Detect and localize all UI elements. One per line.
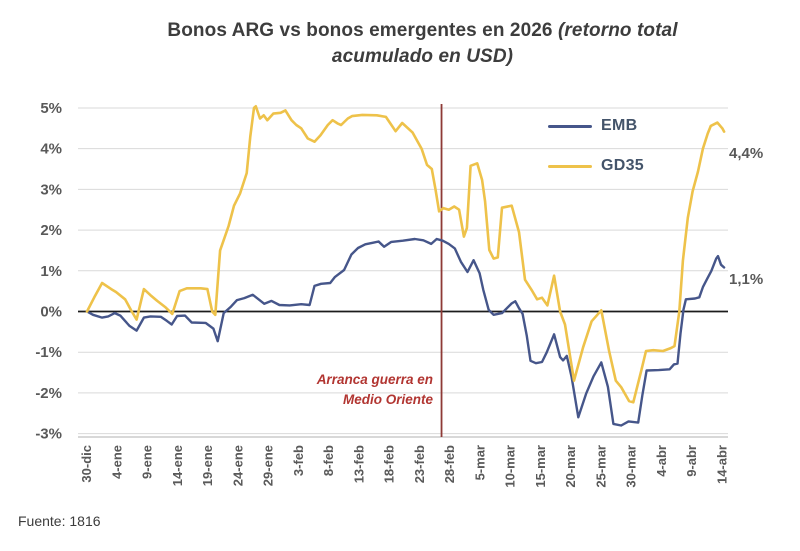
svg-text:9-ene: 9-ene	[140, 445, 155, 479]
svg-text:-3%: -3%	[35, 426, 62, 443]
source-note: Fuente: 1816	[18, 513, 101, 529]
svg-text:30-mar: 30-mar	[624, 445, 639, 488]
emb-end-value-label: 1,1%	[729, 271, 764, 288]
svg-text:28-feb: 28-feb	[442, 445, 457, 483]
svg-text:2%: 2%	[40, 222, 62, 239]
war-annotation-line2: Medio Oriente	[342, 392, 433, 407]
svg-text:0%: 0%	[40, 304, 62, 321]
gd35-line-swatch	[548, 164, 592, 168]
svg-text:5-mar: 5-mar	[472, 445, 487, 480]
svg-text:23-feb: 23-feb	[412, 445, 427, 483]
chart-title: Bonos ARG vs bonos emergentes en 2026 (r…	[50, 18, 795, 70]
svg-text:-1%: -1%	[35, 344, 62, 361]
legend-item-emb: EMB	[548, 117, 637, 135]
svg-text:18-feb: 18-feb	[382, 445, 397, 483]
svg-text:24-ene: 24-ene	[230, 445, 245, 486]
svg-text:1%: 1%	[40, 263, 62, 280]
legend-item-gd35: GD35	[548, 157, 644, 175]
svg-text:5%: 5%	[40, 100, 62, 117]
svg-text:3-feb: 3-feb	[291, 445, 306, 476]
svg-text:14-ene: 14-ene	[170, 445, 185, 486]
legend-label-emb: EMB	[601, 117, 638, 134]
svg-text:4%: 4%	[40, 141, 62, 158]
svg-text:-2%: -2%	[35, 385, 62, 402]
svg-text:15-mar: 15-mar	[533, 445, 548, 488]
svg-text:10-mar: 10-mar	[503, 445, 518, 488]
svg-text:25-mar: 25-mar	[593, 445, 608, 488]
svg-text:30-dic: 30-dic	[79, 445, 94, 483]
svg-text:29-ene: 29-ene	[261, 445, 276, 486]
war-annotation: Arranca guerra en Medio Oriente	[230, 370, 433, 410]
svg-text:19-ene: 19-ene	[200, 445, 215, 486]
chart-title-italic-inline: (retorno total	[552, 20, 678, 41]
svg-text:4-abr: 4-abr	[654, 445, 669, 477]
svg-text:4-ene: 4-ene	[109, 445, 124, 479]
svg-text:9-abr: 9-abr	[684, 445, 699, 477]
legend-label-gd35: GD35	[601, 157, 644, 174]
chart-title-italic-line2: acumulado en USD)	[331, 46, 514, 67]
svg-text:8-feb: 8-feb	[321, 445, 336, 476]
svg-text:3%: 3%	[40, 181, 62, 198]
war-annotation-line1: Arranca guerra en	[316, 372, 433, 387]
emb-line-swatch	[548, 124, 592, 128]
svg-text:14-abr: 14-abr	[714, 445, 729, 484]
svg-text:13-feb: 13-feb	[351, 445, 366, 483]
chart-title-bold: Bonos ARG vs bonos emergentes en 2026	[167, 20, 553, 41]
svg-text:20-mar: 20-mar	[563, 445, 578, 488]
gd35-end-value-label: 4,4%	[729, 145, 764, 162]
